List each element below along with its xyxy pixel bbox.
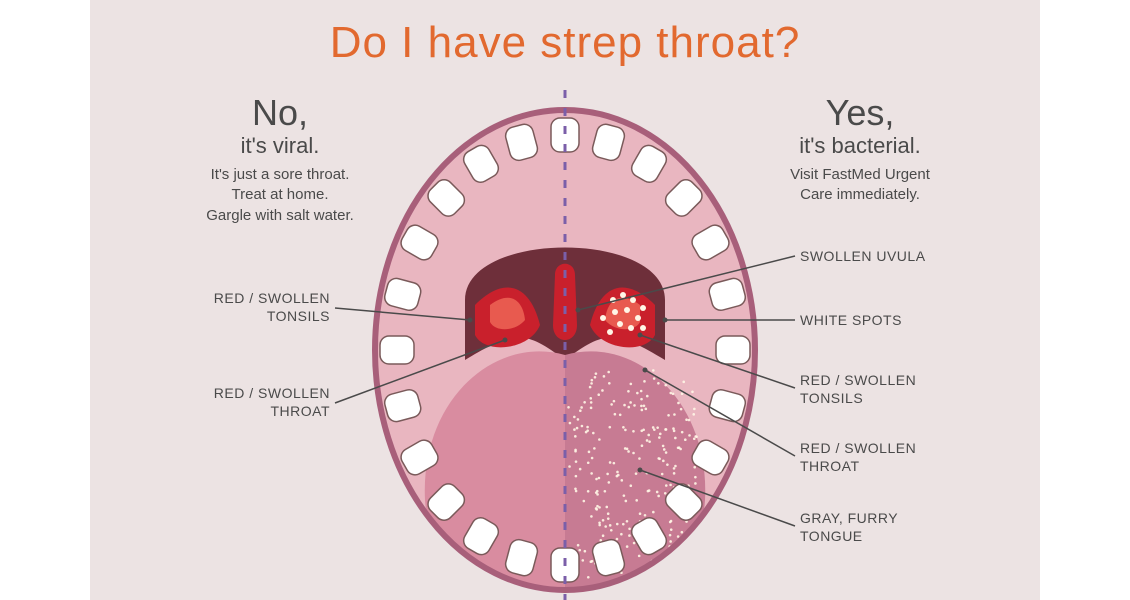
tooth (716, 336, 750, 364)
label-furry-tongue: GRAY, FURRY TONGUE (800, 510, 1020, 545)
tooth (551, 118, 579, 152)
infographic-canvas: Do I have strep throat? No, it's viral. … (0, 0, 1130, 600)
tooth (380, 336, 414, 364)
label-bact-throat: RED / SWOLLEN THROAT (800, 440, 1020, 475)
label-viral-tonsils: RED / SWOLLEN TONSILS (140, 290, 330, 325)
label-white-spots: WHITE SPOTS (800, 312, 1020, 330)
label-viral-throat: RED / SWOLLEN THROAT (140, 385, 330, 420)
mouth-diagram (355, 100, 775, 600)
uvula (553, 264, 577, 340)
label-swollen-uvula: SWOLLEN UVULA (800, 248, 1020, 266)
tooth (551, 548, 579, 582)
label-bact-tonsils: RED / SWOLLEN TONSILS (800, 372, 1020, 407)
page-title: Do I have strep throat? (0, 18, 1130, 68)
